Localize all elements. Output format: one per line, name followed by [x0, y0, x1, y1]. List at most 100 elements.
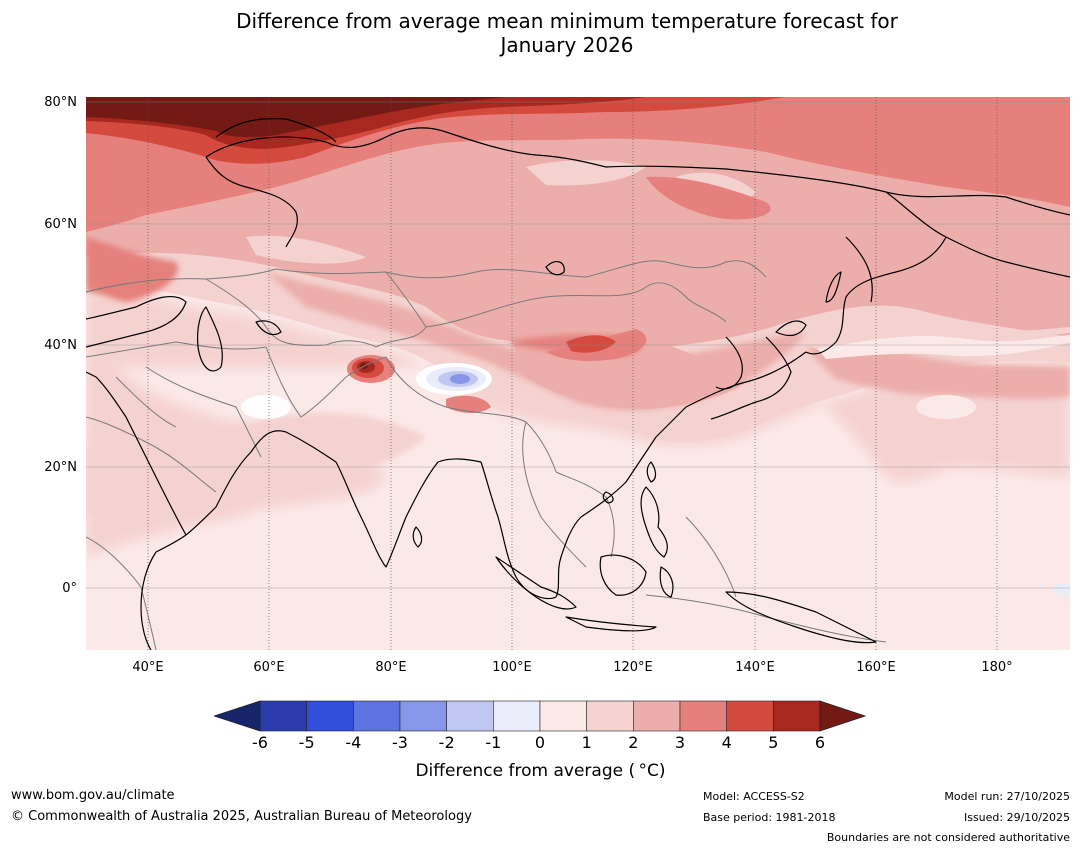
anomaly-band-3-4-tibet-east — [446, 395, 491, 413]
footer-model: Model: ACCESS-S2 — [703, 790, 805, 803]
anomaly-coldspot-tibet-3 — [450, 374, 470, 384]
coastline-malay — [480, 461, 557, 600]
latitude-gridlines — [86, 101, 1070, 589]
chart-title: Difference from average mean minimum tem… — [0, 9, 1081, 57]
colorbar-tick-label: 2 — [628, 733, 639, 752]
coastline-borneo — [599, 554, 647, 596]
lon-label-40e: 40°E — [132, 660, 164, 675]
coastline-korea-china — [655, 351, 807, 438]
colorbar-tick-label: -1 — [485, 733, 502, 752]
footer-website: www.bom.gov.au/climate — [11, 788, 175, 803]
colorbar-cell — [586, 700, 634, 732]
colorbar-extend-high — [819, 700, 866, 732]
footer-model-run: Model run: 27/10/2025 — [944, 790, 1070, 803]
border-china-india — [385, 356, 557, 473]
border-philippines-region — [685, 516, 737, 598]
anomaly-band-1-2-westasia — [86, 413, 426, 517]
colorbar-extend-low — [214, 700, 261, 732]
colorbar-cell — [539, 700, 587, 732]
coastline-japan-honshu — [710, 336, 792, 420]
anomaly-patch-equatorial-cold — [1052, 584, 1070, 596]
border-indonesia — [645, 594, 887, 643]
anomaly-map-svg — [86, 97, 1070, 650]
colorbar-cell — [493, 700, 541, 732]
border-caucasus-iran — [86, 341, 267, 358]
coastline-hainan — [602, 491, 614, 504]
colorbar-tick-label: -5 — [298, 733, 315, 752]
colorbar-tick-label: -2 — [438, 733, 455, 752]
coastline-baikal — [545, 260, 565, 276]
anomaly-band-0-1-nwpacific — [816, 333, 1070, 359]
coastline-korea — [715, 336, 743, 390]
longitude-gridlines — [147, 97, 998, 650]
border-iraq-arabia — [145, 366, 262, 458]
colorbar-cell — [679, 700, 727, 732]
anomaly-patch-west-siberia — [246, 235, 366, 264]
colorbar-tick-label: -4 — [345, 733, 362, 752]
lon-label-80e: 80°E — [375, 660, 407, 675]
footer-copyright: © Commonwealth of Australia 2025, Austra… — [11, 809, 472, 824]
colorbar-tick-label: -3 — [392, 733, 408, 752]
anomaly-band-6-plus — [86, 97, 506, 138]
lat-label-60n: 60°N — [44, 217, 77, 232]
colorbar-tick-label: 3 — [674, 733, 686, 752]
colorbar-tick-label: 4 — [721, 733, 732, 752]
lat-label-20n: 20°N — [44, 460, 77, 475]
lat-label-40n: 40°N — [44, 338, 77, 353]
border-myanmar-thai — [522, 421, 587, 568]
anomaly-band-2-3-pacific — [806, 343, 1070, 400]
coastline-hokkaido — [775, 320, 807, 337]
colorbar-tick-label: 6 — [814, 733, 826, 752]
border-indochina — [555, 471, 615, 558]
coastline-sri-lanka — [412, 526, 423, 548]
border-russia-kazakh — [86, 268, 277, 293]
colorbar-tick-label: 0 — [534, 733, 546, 752]
border-arabia — [86, 416, 217, 493]
coastline-kamchatka — [845, 236, 873, 303]
title-line-2: January 2026 — [500, 33, 634, 57]
coastline-south-china — [555, 436, 657, 598]
colorbar-cells — [259, 700, 821, 732]
colorbar-cell — [773, 700, 821, 732]
colorbar-tick-label: 1 — [581, 733, 592, 752]
lon-label-180: 180° — [981, 660, 1013, 675]
coastline-novaya-zemlya — [215, 117, 337, 143]
anomaly-band-4-5-northchina — [566, 335, 616, 353]
anomaly-band-1-2 — [86, 291, 1070, 557]
lon-label-140e: 140°E — [735, 660, 775, 675]
coastline-sakhalin — [825, 271, 842, 303]
footer-disclaimer: Boundaries are not considered authoritat… — [826, 831, 1070, 844]
coastline-india — [335, 458, 482, 568]
colorbar-cell — [726, 700, 774, 732]
anomaly-band-1-2-nwpacific — [806, 325, 1070, 349]
border-east-africa — [86, 536, 157, 650]
anomaly-patch-pacific-pale — [916, 395, 976, 419]
lat-label-0: 0° — [62, 581, 77, 596]
border-central-asia — [205, 278, 377, 348]
colorbar-cell — [446, 700, 494, 732]
footer-issued: Issued: 29/10/2025 — [963, 811, 1070, 824]
anomaly-band-3-4-eastsiberia — [646, 176, 771, 220]
coastline-arctic — [205, 127, 1070, 216]
coastline-okhotsk — [805, 236, 947, 355]
footer-base-period: Base period: 1981-2018 — [703, 811, 836, 824]
colorbar-cell — [633, 700, 681, 732]
coastline-kola-white-sea — [205, 156, 298, 248]
coastline-java — [565, 616, 657, 632]
anomaly-map — [86, 97, 1070, 650]
lon-label-160e: 160°E — [856, 660, 896, 675]
colorbar-tick-label: 5 — [768, 733, 779, 752]
anomaly-band-3-4-westrussia — [86, 237, 178, 302]
coastline-arabian-sea — [185, 430, 337, 536]
colorbar-cell — [353, 700, 401, 732]
coastline-black-sea — [86, 295, 187, 348]
colorbar-cell — [399, 700, 447, 732]
coastline-somalia — [140, 534, 187, 650]
coastline-new-guinea — [725, 591, 877, 644]
lon-label-120e: 120°E — [613, 660, 653, 675]
border-russia-south — [275, 260, 767, 279]
border-turkey-syria — [115, 376, 177, 428]
coastline-aral — [255, 320, 282, 336]
border-afghan-pak — [265, 346, 387, 418]
colorbar-cell — [306, 700, 354, 732]
